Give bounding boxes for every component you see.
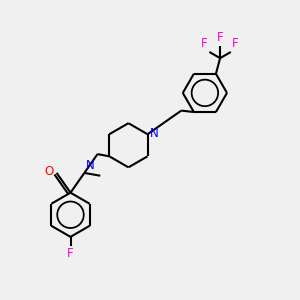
Text: F: F	[217, 31, 224, 44]
Text: N: N	[150, 127, 159, 140]
Text: F: F	[201, 38, 208, 50]
Text: F: F	[232, 38, 239, 50]
Text: O: O	[44, 165, 54, 178]
Text: F: F	[67, 247, 74, 260]
Text: N: N	[85, 159, 94, 172]
